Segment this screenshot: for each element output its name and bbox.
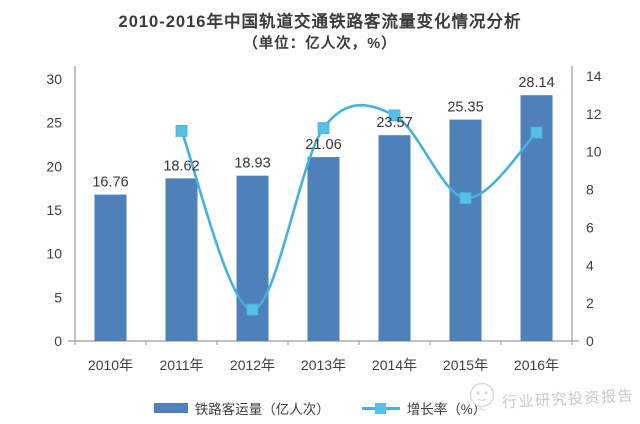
right-axis-tick-label: 0 xyxy=(586,333,594,349)
bar xyxy=(449,119,482,341)
line-series-label: 增长率（%） xyxy=(406,402,487,417)
line-swatch-marker xyxy=(374,402,386,414)
chart-legend: 铁路客运量（亿人次） 增长率（%） xyxy=(0,398,640,418)
line-marker xyxy=(388,109,401,122)
bar xyxy=(165,178,198,341)
left-axis-tick-label: 15 xyxy=(46,202,62,218)
bar-value-label: 18.62 xyxy=(163,158,199,174)
legend-item-line-series: 增长率（%） xyxy=(361,398,487,418)
x-axis-category-label: 2016年 xyxy=(514,357,559,373)
bar-value-label: 16.76 xyxy=(92,175,128,191)
right-axis-tick-label: 10 xyxy=(586,144,602,160)
growth-rate-line xyxy=(180,103,538,311)
line-marker xyxy=(459,192,472,205)
line-marker xyxy=(530,126,543,139)
x-axis-category-label: 2013年 xyxy=(301,357,346,373)
x-axis-category-label: 2015年 xyxy=(443,357,488,373)
right-axis-tick-label: 4 xyxy=(586,257,594,273)
left-axis-tick-label: 25 xyxy=(46,115,62,131)
bar-value-label: 21.06 xyxy=(305,137,341,153)
line-marker xyxy=(317,122,330,134)
right-axis-tick-label: 12 xyxy=(586,106,602,122)
bar-value-label: 23.57 xyxy=(376,115,412,131)
right-axis-tick-label: 6 xyxy=(586,219,594,235)
x-axis-category-label: 2014年 xyxy=(372,357,417,373)
right-axis-tick-label: 2 xyxy=(586,295,594,311)
left-axis-tick-label: 10 xyxy=(46,246,62,262)
left-axis-tick-label: 20 xyxy=(46,158,62,174)
x-axis-category-label: 2012年 xyxy=(230,357,275,373)
left-axis-tick-label: 30 xyxy=(46,71,62,87)
left-axis-tick-label: 5 xyxy=(54,289,62,305)
line-marker xyxy=(175,125,188,137)
legend-item-bar-series: 铁路客运量（亿人次） xyxy=(153,398,330,418)
x-axis-category-label: 2011年 xyxy=(159,357,203,373)
line-series-swatch-icon xyxy=(361,402,400,414)
right-axis-tick-label: 8 xyxy=(586,182,594,198)
bar-value-label: 18.93 xyxy=(234,156,270,172)
right-axis-tick-label: 14 xyxy=(586,68,602,84)
bar-series-label: 铁路客运量（亿人次） xyxy=(194,402,330,417)
bar-series-swatch-icon xyxy=(153,403,188,413)
bar xyxy=(94,194,127,341)
bar xyxy=(307,157,340,341)
bar-value-label: 25.35 xyxy=(447,100,483,116)
bar-value-label: 28.14 xyxy=(518,75,554,91)
bar xyxy=(378,135,411,341)
chart-title: 2010-2016年中国轨道交通铁路客流量变化情况分析 xyxy=(118,13,522,31)
x-axis-category-label: 2010年 xyxy=(88,357,133,373)
line-marker xyxy=(246,303,259,316)
chart-subtitle: （单位：亿人次，%） xyxy=(243,36,397,52)
left-axis-tick-label: 0 xyxy=(54,333,62,349)
bar xyxy=(236,175,269,341)
